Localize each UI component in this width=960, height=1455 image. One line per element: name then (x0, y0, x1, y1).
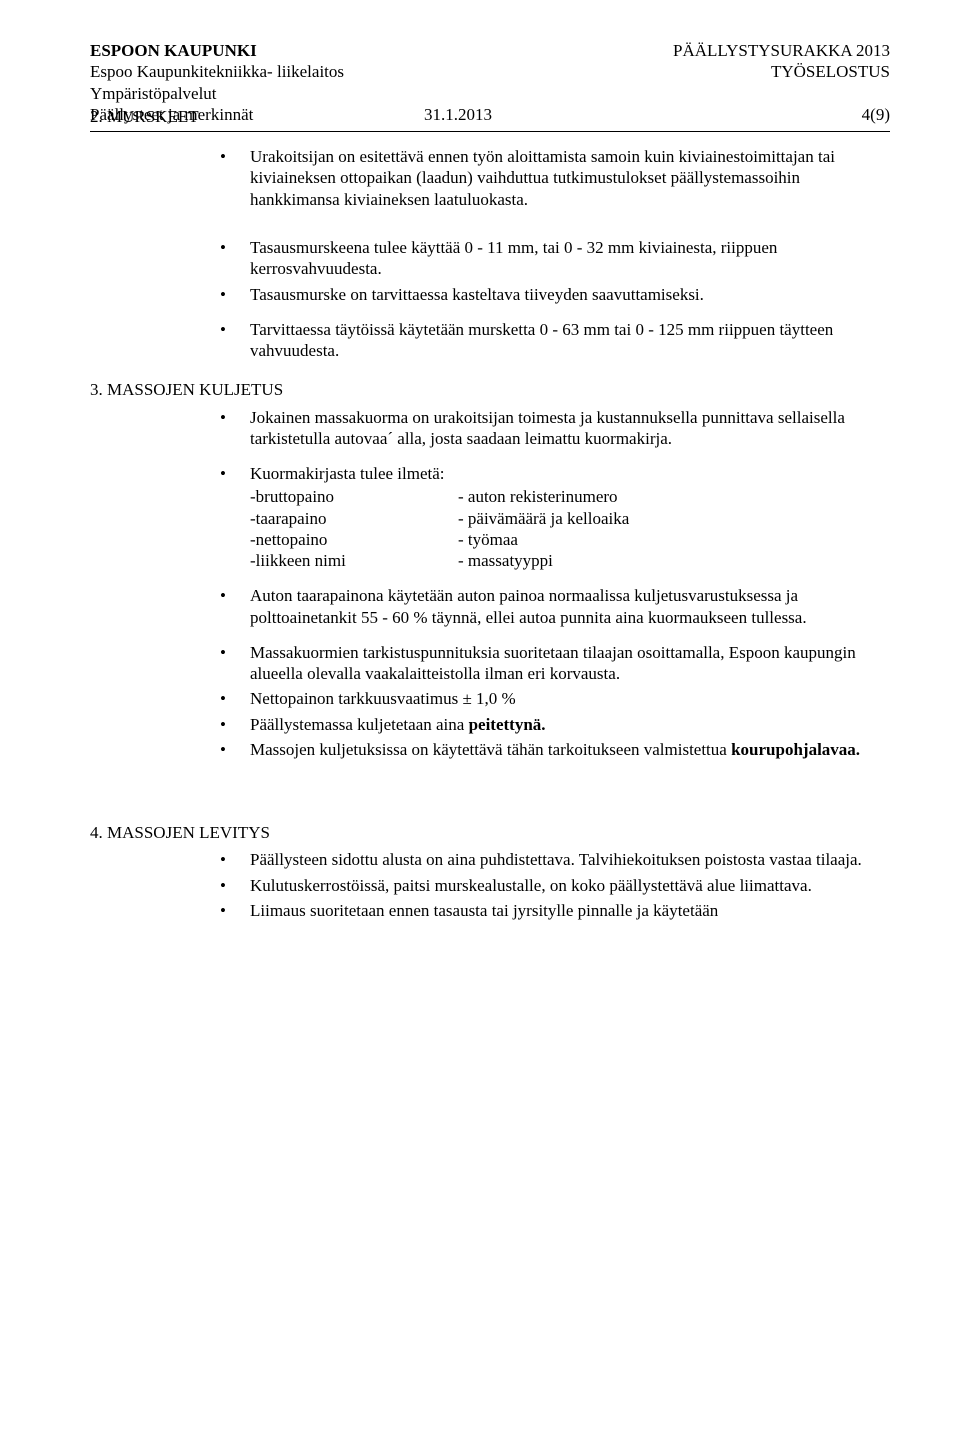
s3-b1-item: Jokainen massakuorma on urakoitsijan toi… (200, 407, 890, 450)
s4-b1-item: Kulutuskerrostöissä, paitsi murskealusta… (200, 875, 890, 896)
s3-bullets-3: Auton taarapainona käytetään auton paino… (200, 585, 890, 628)
s3-b2-item: Kuormakirjasta tulee ilmetä: -bruttopain… (200, 463, 890, 571)
s3-bullets-4: Massakuormien tarkistuspunnituksia suori… (200, 642, 890, 760)
document-header: ESPOON KAUPUNKI PÄÄLLYSTYSURAKKA 2013 Es… (90, 40, 890, 125)
section3-heading: 3. MASSOJEN KULJETUS (90, 379, 890, 400)
kv-l: -taarapaino (250, 508, 450, 529)
kv-l: -liikkeen nimi (250, 550, 450, 571)
s3-b4d-bold: kourupohjalavaa. (731, 740, 860, 759)
kv-l: -bruttopaino (250, 486, 450, 507)
s3-b4d-pre: Massojen kuljetuksissa on käytettävä täh… (250, 740, 731, 759)
s2-b1-item: Urakoitsijan on esitettävä ennen työn al… (200, 146, 890, 210)
header-title2: TYÖSELOSTUS (771, 61, 890, 82)
s2-b2-item: Tasausmurske on tarvittaessa kasteltava … (200, 284, 890, 305)
kv-r: - työmaa (458, 529, 890, 550)
s2-bullets-2: Tasausmurskeena tulee käyttää 0 - 11 mm,… (200, 237, 890, 305)
kv-r: - massatyyppi (458, 550, 890, 571)
header-org-sub: Espoo Kaupunkitekniikka- liikelaitos (90, 61, 771, 82)
s3-b4-item: Massojen kuljetuksissa on käytettävä täh… (200, 739, 890, 760)
kv-r: - auton rekisterinumero (458, 486, 890, 507)
kv-r: - päivämäärä ja kelloaika (458, 508, 890, 529)
s4-b1-item: Liimaus suoritetaan ennen tasausta tai j… (200, 900, 890, 921)
s3-b4c-bold: peitettynä. (469, 715, 546, 734)
header-dept: Ympäristöpalvelut (90, 83, 890, 104)
s3-kv-table: -bruttopaino - auton rekisterinumero -ta… (250, 486, 890, 571)
s3-bullets-2: Kuormakirjasta tulee ilmetä: -bruttopain… (200, 463, 890, 571)
header-title1: PÄÄLLYSTYSURAKKA 2013 (673, 40, 890, 61)
section4-heading: 4. MASSOJEN LEVITYS (90, 822, 890, 843)
s2-b3-item: Tarvittaessa täytöissä käytetään mursket… (200, 319, 890, 362)
s3-b2-lead: Kuormakirjasta tulee ilmetä: (250, 464, 445, 483)
s4-b1-item: Päällysteen sidottu alusta on aina puhdi… (200, 849, 890, 870)
s3-b3-item: Auton taarapainona käytetään auton paino… (200, 585, 890, 628)
kv-l: -nettopaino (250, 529, 450, 550)
header-page: 4(9) (862, 104, 890, 125)
s3-b4-item: Päällystemassa kuljetetaan aina peitetty… (200, 714, 890, 735)
s3-b4-item: Nettopainon tarkkuusvaatimus ± 1,0 % (200, 688, 890, 709)
header-rule (90, 131, 890, 132)
s2-bullets-3: Tarvittaessa täytöissä käytetään mursket… (200, 319, 890, 362)
s4-bullets-1: Päällysteen sidottu alusta on aina puhdi… (200, 849, 890, 921)
s3-bullets-1: Jokainen massakuorma on urakoitsijan toi… (200, 407, 890, 450)
header-org: ESPOON KAUPUNKI (90, 40, 673, 61)
s2-b2-item: Tasausmurskeena tulee käyttää 0 - 11 mm,… (200, 237, 890, 280)
s3-b4c-pre: Päällystemassa kuljetetaan aina (250, 715, 469, 734)
header-date: 31.1.2013 (424, 104, 862, 125)
s2-bullets-1: Urakoitsijan on esitettävä ennen työn al… (200, 146, 890, 210)
s3-b4-item: Massakuormien tarkistuspunnituksia suori… (200, 642, 890, 685)
